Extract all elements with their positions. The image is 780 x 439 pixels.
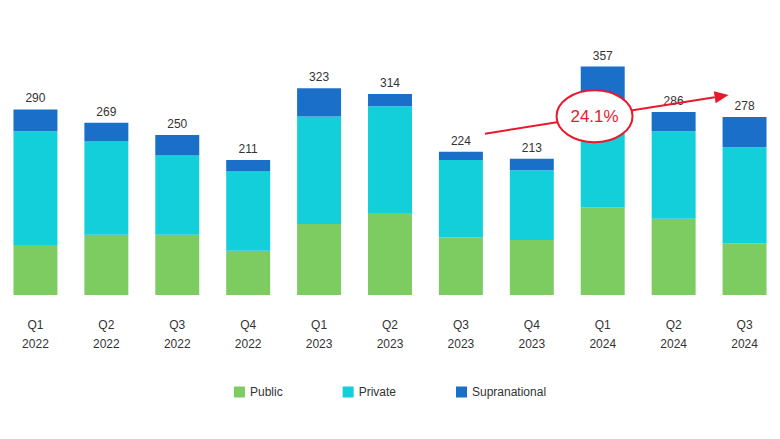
- svg-text:250: 250: [167, 117, 187, 131]
- svg-text:Public: Public: [250, 385, 283, 399]
- svg-text:Q3: Q3: [737, 318, 753, 332]
- svg-text:2023: 2023: [448, 337, 475, 351]
- svg-text:Q3: Q3: [169, 318, 185, 332]
- svg-text:224: 224: [451, 134, 471, 148]
- svg-text:314: 314: [380, 76, 400, 90]
- svg-text:2022: 2022: [235, 337, 262, 351]
- svg-text:Q2: Q2: [382, 318, 398, 332]
- svg-text:Q3: Q3: [453, 318, 469, 332]
- svg-text:278: 278: [735, 99, 755, 113]
- svg-text:Q2: Q2: [98, 318, 114, 332]
- svg-text:Q2: Q2: [666, 318, 682, 332]
- svg-text:2024: 2024: [660, 337, 687, 351]
- svg-text:24.1%: 24.1%: [570, 107, 618, 126]
- svg-text:2024: 2024: [589, 337, 616, 351]
- svg-text:2022: 2022: [164, 337, 191, 351]
- svg-text:2022: 2022: [22, 337, 49, 351]
- svg-text:213: 213: [522, 141, 542, 155]
- svg-text:2022: 2022: [93, 337, 120, 351]
- svg-text:Q4: Q4: [524, 318, 540, 332]
- svg-text:Private: Private: [359, 385, 397, 399]
- svg-text:290: 290: [25, 91, 45, 105]
- svg-text:211: 211: [239, 142, 258, 156]
- svg-text:2023: 2023: [377, 337, 404, 351]
- svg-text:323: 323: [309, 70, 329, 84]
- svg-text:Q1: Q1: [311, 318, 327, 332]
- svg-text:286: 286: [663, 94, 684, 108]
- svg-text:2023: 2023: [518, 337, 545, 351]
- svg-text:Q1: Q1: [595, 318, 611, 332]
- svg-text:Q1: Q1: [27, 318, 43, 332]
- svg-text:2023: 2023: [306, 337, 333, 351]
- svg-text:2024: 2024: [731, 337, 758, 351]
- svg-text:357: 357: [593, 49, 613, 63]
- svg-text:269: 269: [96, 105, 116, 119]
- svg-text:Supranational: Supranational: [472, 385, 546, 399]
- svg-text:Q4: Q4: [240, 318, 256, 332]
